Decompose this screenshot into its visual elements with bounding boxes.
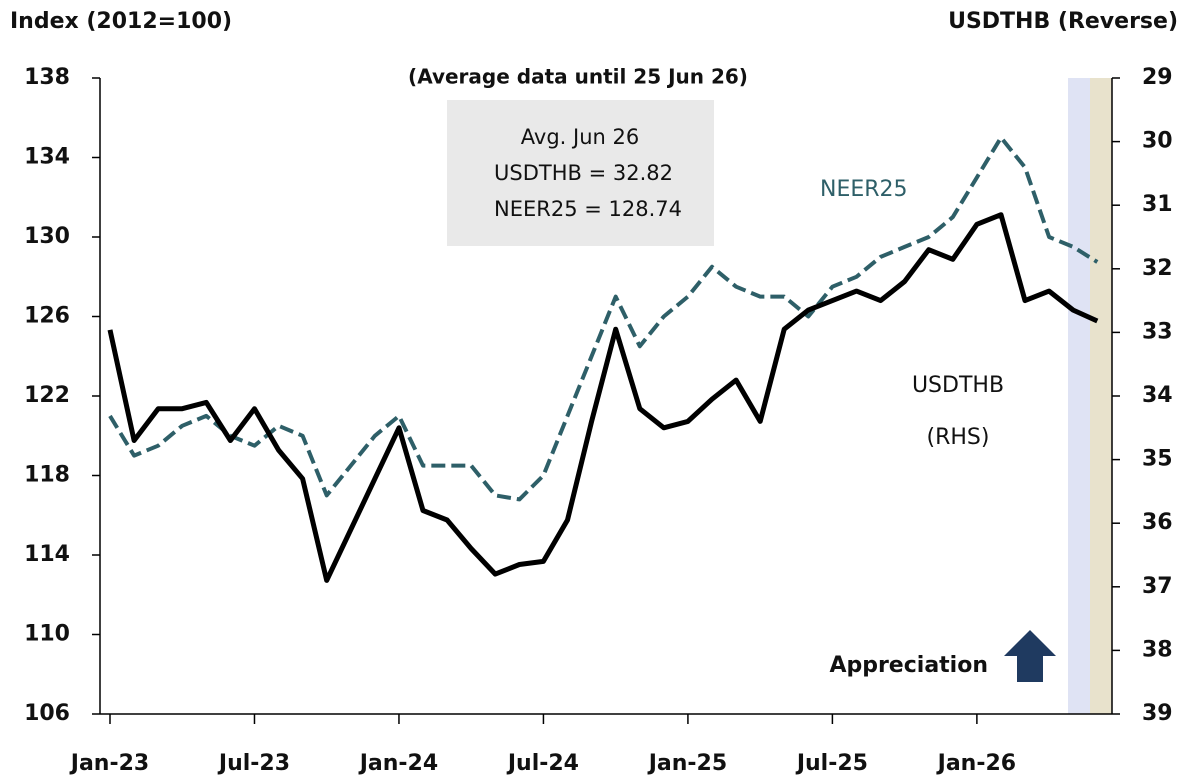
annotation: Appreciation	[829, 653, 988, 678]
x-tick-label: Jan-25	[647, 751, 727, 776]
subtitle: (Average data until 25 Jun 26)	[408, 65, 748, 89]
y-tick-label: 114	[24, 542, 70, 567]
y2-tick-label: 38	[1142, 637, 1173, 662]
box-line: Avg. Jun 26	[521, 125, 639, 149]
x-tick-label: Jan-24	[358, 751, 438, 776]
y-axis-label: Index (2012=100)	[10, 9, 232, 34]
y-tick-label: 110	[24, 622, 70, 647]
x-tick-label: Jul-25	[795, 751, 868, 776]
y-tick-label: 134	[24, 145, 70, 170]
forecast-band	[1068, 78, 1112, 714]
series-label: NEER25	[820, 177, 908, 202]
y2-tick-label: 30	[1142, 129, 1173, 154]
y2-tick-label: 34	[1142, 383, 1173, 408]
y-tick-label: 126	[24, 304, 70, 329]
info-box	[447, 100, 714, 246]
up-arrow	[1004, 630, 1056, 682]
y-tick-label: 118	[24, 463, 70, 488]
series-line	[108, 135, 1099, 502]
y2-tick-label: 35	[1142, 447, 1173, 472]
y-tick-label: 122	[24, 383, 70, 408]
y-tick-label: 138	[24, 65, 70, 90]
y-tick-label: 106	[24, 701, 70, 726]
y2-tick-label: 39	[1142, 701, 1173, 726]
series-label: USDTHB	[912, 373, 1004, 398]
box-line: NEER25 = 128.74	[494, 197, 682, 221]
box-line: USDTHB = 32.82	[494, 161, 673, 185]
annotation: (RHS)	[927, 425, 990, 450]
y2-tick-label: 32	[1142, 256, 1173, 281]
x-tick-label: Jul-24	[506, 751, 579, 776]
y2-tick-label: 31	[1142, 192, 1173, 217]
y2-tick-label: 29	[1142, 65, 1173, 90]
y2-tick-label: 33	[1142, 319, 1173, 344]
y2-tick-label: 36	[1142, 510, 1173, 535]
series-line	[107, 212, 1099, 583]
y-tick-label: 130	[24, 224, 70, 249]
x-tick-label: Jul-23	[217, 751, 290, 776]
y2-tick-label: 37	[1142, 574, 1173, 599]
x-tick-label: Jan-23	[69, 751, 149, 776]
y2-axis-label: USDTHB (Reverse)	[948, 9, 1178, 34]
x-tick-label: Jan-26	[936, 751, 1016, 776]
